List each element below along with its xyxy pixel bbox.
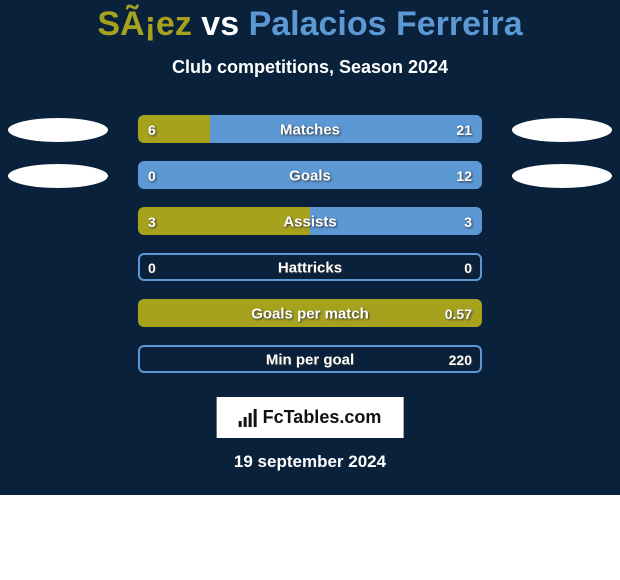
brand-text: FcTables.com — [263, 407, 382, 428]
page-title: SÃ¡ez vs Palacios Ferreira — [0, 0, 620, 43]
footer-date: 19 september 2024 — [0, 452, 620, 472]
metric-label: Assists — [0, 214, 620, 231]
comparison-row: 220Min per goal — [0, 345, 620, 375]
brand-badge: FcTables.com — [217, 397, 404, 438]
bar-chart-icon — [239, 409, 257, 427]
comparison-row: 0.57Goals per match — [0, 299, 620, 329]
metric-label: Hattricks — [0, 260, 620, 277]
comparison-row: 00Hattricks — [0, 253, 620, 283]
comparison-row: 33Assists — [0, 207, 620, 237]
comparison-chart: 621Matches 012Goals 33Assists 00Hattricks 0.… — [0, 115, 620, 391]
title-player1: SÃ¡ez — [97, 5, 191, 43]
subtitle: Club competitions, Season 2024 — [0, 57, 620, 78]
metric-label: Goals — [0, 168, 620, 185]
comparison-row: 621Matches — [0, 115, 620, 145]
comparison-row: 012Goals — [0, 161, 620, 191]
metric-label: Min per goal — [0, 352, 620, 369]
comparison-panel: SÃ¡ez vs Palacios Ferreira Club competit… — [0, 0, 620, 495]
title-vs: vs — [201, 5, 239, 43]
metric-label: Matches — [0, 122, 620, 139]
metric-label: Goals per match — [0, 306, 620, 323]
title-player2: Palacios Ferreira — [249, 5, 523, 43]
